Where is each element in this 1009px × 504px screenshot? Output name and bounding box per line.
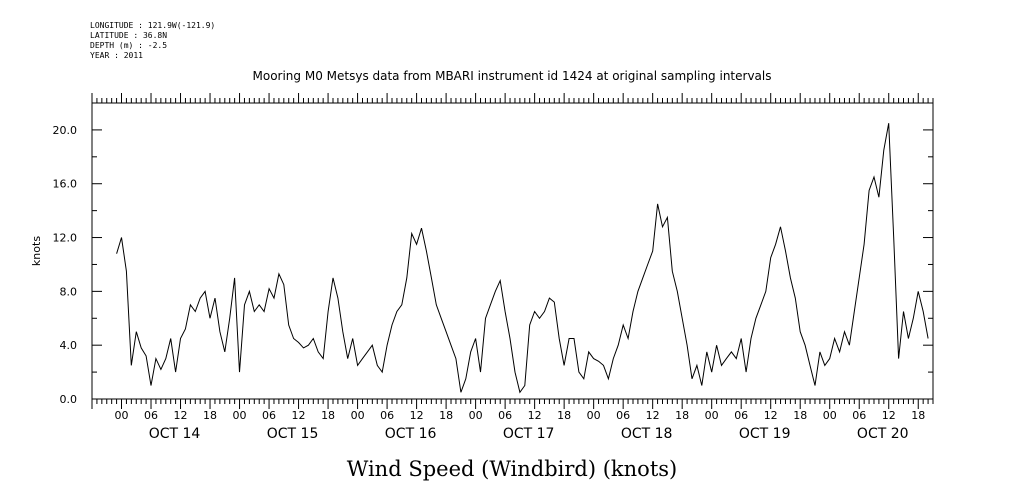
x-tick-label: 00 — [469, 409, 483, 422]
x-tick-label: 18 — [557, 409, 571, 422]
y-tick-label: 4.0 — [60, 339, 78, 352]
day-label: OCT 18 — [621, 426, 673, 442]
x-tick-label: 06 — [852, 409, 866, 422]
x-tick-label: 12 — [646, 409, 660, 422]
chart-title: Mooring M0 Metsys data from MBARI instru… — [253, 69, 772, 83]
x-tick-label: 00 — [351, 409, 365, 422]
y-axis: 0.0 4.0 8.0 12.0 16.0 20.0 — [53, 102, 933, 406]
x-tick-label: 00 — [587, 409, 601, 422]
x-tick-label: 06 — [262, 409, 276, 422]
x-tick-label: 12 — [410, 409, 424, 422]
x-tick-label: 06 — [380, 409, 394, 422]
wind-speed-line — [116, 123, 929, 394]
day-label: OCT 14 — [149, 426, 201, 442]
x-tick-label: 18 — [203, 409, 217, 422]
x-tick-label: 00 — [823, 409, 837, 422]
y-tick-label: 8.0 — [60, 285, 78, 298]
x-tick-label: 12 — [528, 409, 542, 422]
y-axis-label: knots — [30, 236, 43, 266]
y-tick-label: 12.0 — [53, 232, 78, 245]
y-tick-label: 16.0 — [53, 178, 78, 191]
x-tick-label: 06 — [498, 409, 512, 422]
year-label: YEAR : 2011 — [90, 51, 143, 60]
x-tick-label: 00 — [705, 409, 719, 422]
x-tick-label: 18 — [675, 409, 689, 422]
day-label: OCT 19 — [739, 426, 791, 442]
x-tick-label: 00 — [115, 409, 129, 422]
x-tick-label: 06 — [734, 409, 748, 422]
x-tick-label: 06 — [144, 409, 158, 422]
day-label: OCT 17 — [503, 426, 555, 442]
x-tick-label: 18 — [793, 409, 807, 422]
x-tick-label: 18 — [911, 409, 925, 422]
day-label: OCT 16 — [385, 426, 437, 442]
x-tick-label: 18 — [321, 409, 335, 422]
depth-label: DEPTH (m) : -2.5 — [90, 41, 168, 50]
x-axis: 00 06 12 18 00 06 12 18 00 06 12 18 00 06 12 18 00 06 12 18… — [91, 93, 934, 442]
day-label: OCT 15 — [267, 426, 319, 442]
latitude-label: LATITUDE : 36.8N — [90, 31, 168, 40]
x-tick-label: 06 — [616, 409, 630, 422]
plot-frame — [91, 102, 934, 400]
day-label: OCT 20 — [857, 426, 909, 442]
x-tick-label: 12 — [292, 409, 306, 422]
x-tick-label: 12 — [764, 409, 778, 422]
x-axis-label: Wind Speed (Windbird) (knots) — [347, 457, 677, 481]
x-tick-label: 18 — [439, 409, 453, 422]
x-tick-label: 00 — [233, 409, 247, 422]
metadata-block: LONGITUDE : 121.9W(-121.9) LATITUDE : 36.… — [90, 21, 215, 61]
x-tick-label: 12 — [174, 409, 188, 422]
x-tick-label: 12 — [882, 409, 896, 422]
longitude-label: LONGITUDE : 121.9W(-121.9) — [90, 21, 216, 30]
y-tick-label: 20.0 — [53, 124, 78, 137]
y-tick-label: 0.0 — [60, 393, 78, 406]
